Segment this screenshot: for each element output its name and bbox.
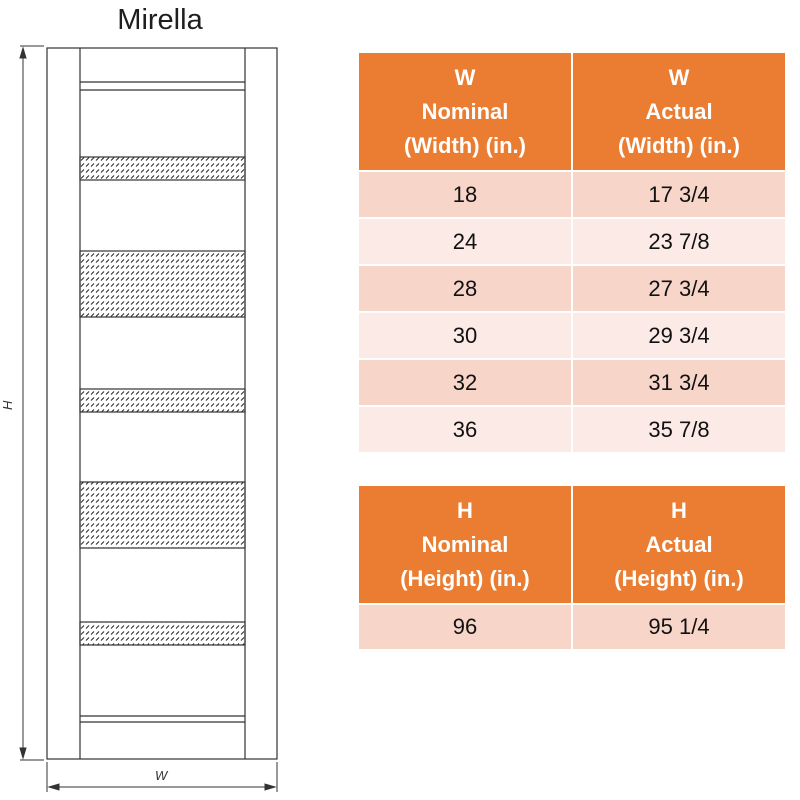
glass-lite-3: [79, 388, 246, 413]
height-dimension-label: H: [0, 400, 15, 410]
glass-lite-1: [79, 156, 246, 181]
width-actual-header: W Actual (Width) (in.): [572, 53, 785, 171]
glass-lite-4: [79, 481, 246, 549]
nominal-width-cell: 18: [359, 170, 573, 218]
nominal-width-cell: 30: [359, 311, 573, 359]
glass-lite-5: [79, 621, 246, 646]
actual-width-cell: 31 3/4: [572, 358, 785, 406]
door-model-title: Mirella: [117, 4, 203, 36]
table-row: 96 95 1/4: [359, 603, 785, 649]
actual-width-cell: 17 3/4: [572, 170, 785, 218]
nominal-width-cell: 32: [359, 358, 573, 406]
actual-width-cell: 35 7/8: [572, 405, 785, 452]
table-row: 24 23 7/8: [359, 217, 785, 265]
nominal-width-cell: 24: [359, 217, 573, 265]
table-row: 30 29 3/4: [359, 311, 785, 359]
actual-height-cell: 95 1/4: [572, 603, 785, 649]
height-table-header: H Nominal (Height) (in.) H Actual (Heigh…: [359, 486, 785, 604]
height-dimension: [19, 45, 44, 761]
height-nominal-header: H Nominal (Height) (in.): [359, 486, 573, 604]
width-dimension-label: W: [155, 768, 169, 783]
height-actual-header: H Actual (Height) (in.): [572, 486, 785, 604]
table-row: 36 35 7/8: [359, 405, 785, 452]
width-nominal-header: W Nominal (Width) (in.): [359, 53, 573, 171]
nominal-height-cell: 96: [359, 603, 573, 649]
height-size-table: H Nominal (Height) (in.) H Actual (Heigh…: [359, 486, 785, 649]
glass-lites: [79, 156, 246, 646]
width-size-table: W Nominal (Width) (in.) W Actual (Width)…: [359, 53, 785, 452]
nominal-width-cell: 28: [359, 264, 573, 312]
door-elevation-drawing: H W: [0, 45, 278, 792]
actual-width-cell: 29 3/4: [572, 311, 785, 359]
actual-width-cell: 23 7/8: [572, 217, 785, 265]
table-row: 18 17 3/4: [359, 170, 785, 218]
actual-width-cell: 27 3/4: [572, 264, 785, 312]
table-row: 32 31 3/4: [359, 358, 785, 406]
width-table-header: W Nominal (Width) (in.) W Actual (Width)…: [359, 53, 785, 171]
width-dimension: [46, 762, 278, 792]
glass-lite-2: [79, 250, 246, 318]
table-row: 28 27 3/4: [359, 264, 785, 312]
nominal-width-cell: 36: [359, 405, 573, 452]
